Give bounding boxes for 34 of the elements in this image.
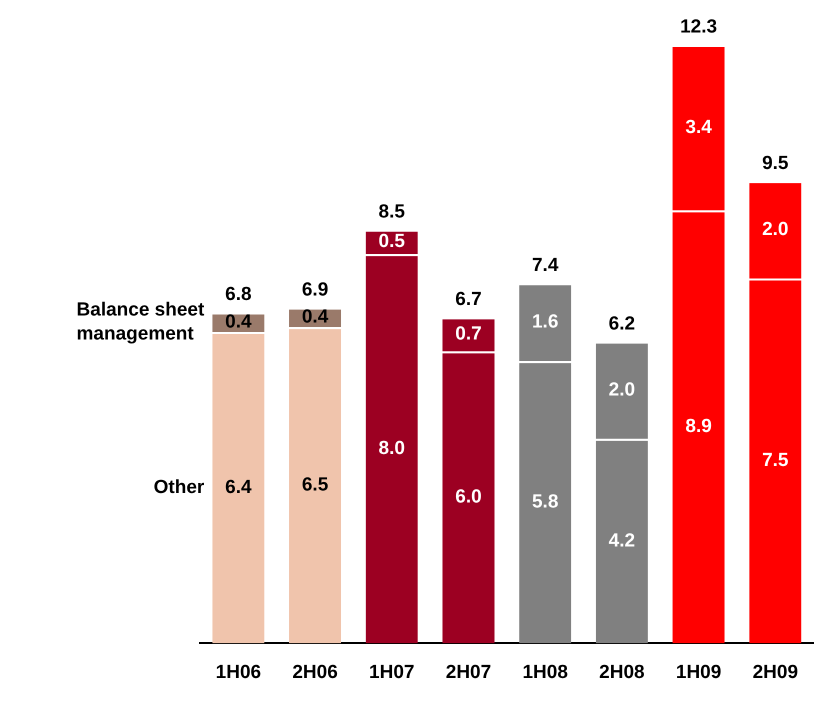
x-tick-label: 1H08 [522, 662, 568, 683]
data-label: 8.0 [378, 438, 405, 459]
total-label: 6.7 [455, 289, 482, 310]
data-label: 6.5 [302, 474, 329, 496]
data-label: 7.5 [762, 450, 789, 472]
data-label: 6.0 [455, 486, 482, 508]
data-label: 0.4 [225, 311, 252, 332]
data-label: 1.6 [532, 311, 558, 332]
total-label: 9.5 [762, 152, 789, 174]
total-label: 6.2 [608, 313, 636, 334]
data-label: 2.0 [762, 219, 788, 240]
data-label: 6.4 [225, 476, 252, 498]
x-tick-label: 2H08 [599, 662, 645, 683]
x-tick-label: 1H07 [369, 662, 414, 683]
data-label: 3.4 [685, 116, 712, 138]
x-tick-label: 2H06 [292, 662, 338, 683]
series-label: Other [154, 476, 205, 498]
series-label: Balance sheet management [76, 299, 205, 344]
x-tick-label: 2H07 [446, 662, 492, 683]
total-label: 12.3 [680, 16, 718, 38]
data-label: 0.5 [378, 231, 406, 252]
total-label: 6.9 [302, 279, 328, 300]
x-tick-label: 2H09 [752, 662, 798, 683]
data-label: 0.7 [455, 324, 482, 345]
data-label: 5.8 [532, 491, 558, 512]
data-label: 4.2 [608, 530, 636, 552]
data-label: 2.0 [608, 380, 636, 401]
total-label: 6.8 [225, 284, 252, 306]
x-tick-label: 1H06 [216, 662, 262, 683]
data-label: 8.9 [685, 416, 712, 438]
data-label: 0.4 [302, 306, 329, 328]
total-label: 7.4 [532, 255, 559, 276]
x-tick-label: 1H09 [676, 662, 722, 683]
total-label: 8.5 [378, 202, 406, 223]
